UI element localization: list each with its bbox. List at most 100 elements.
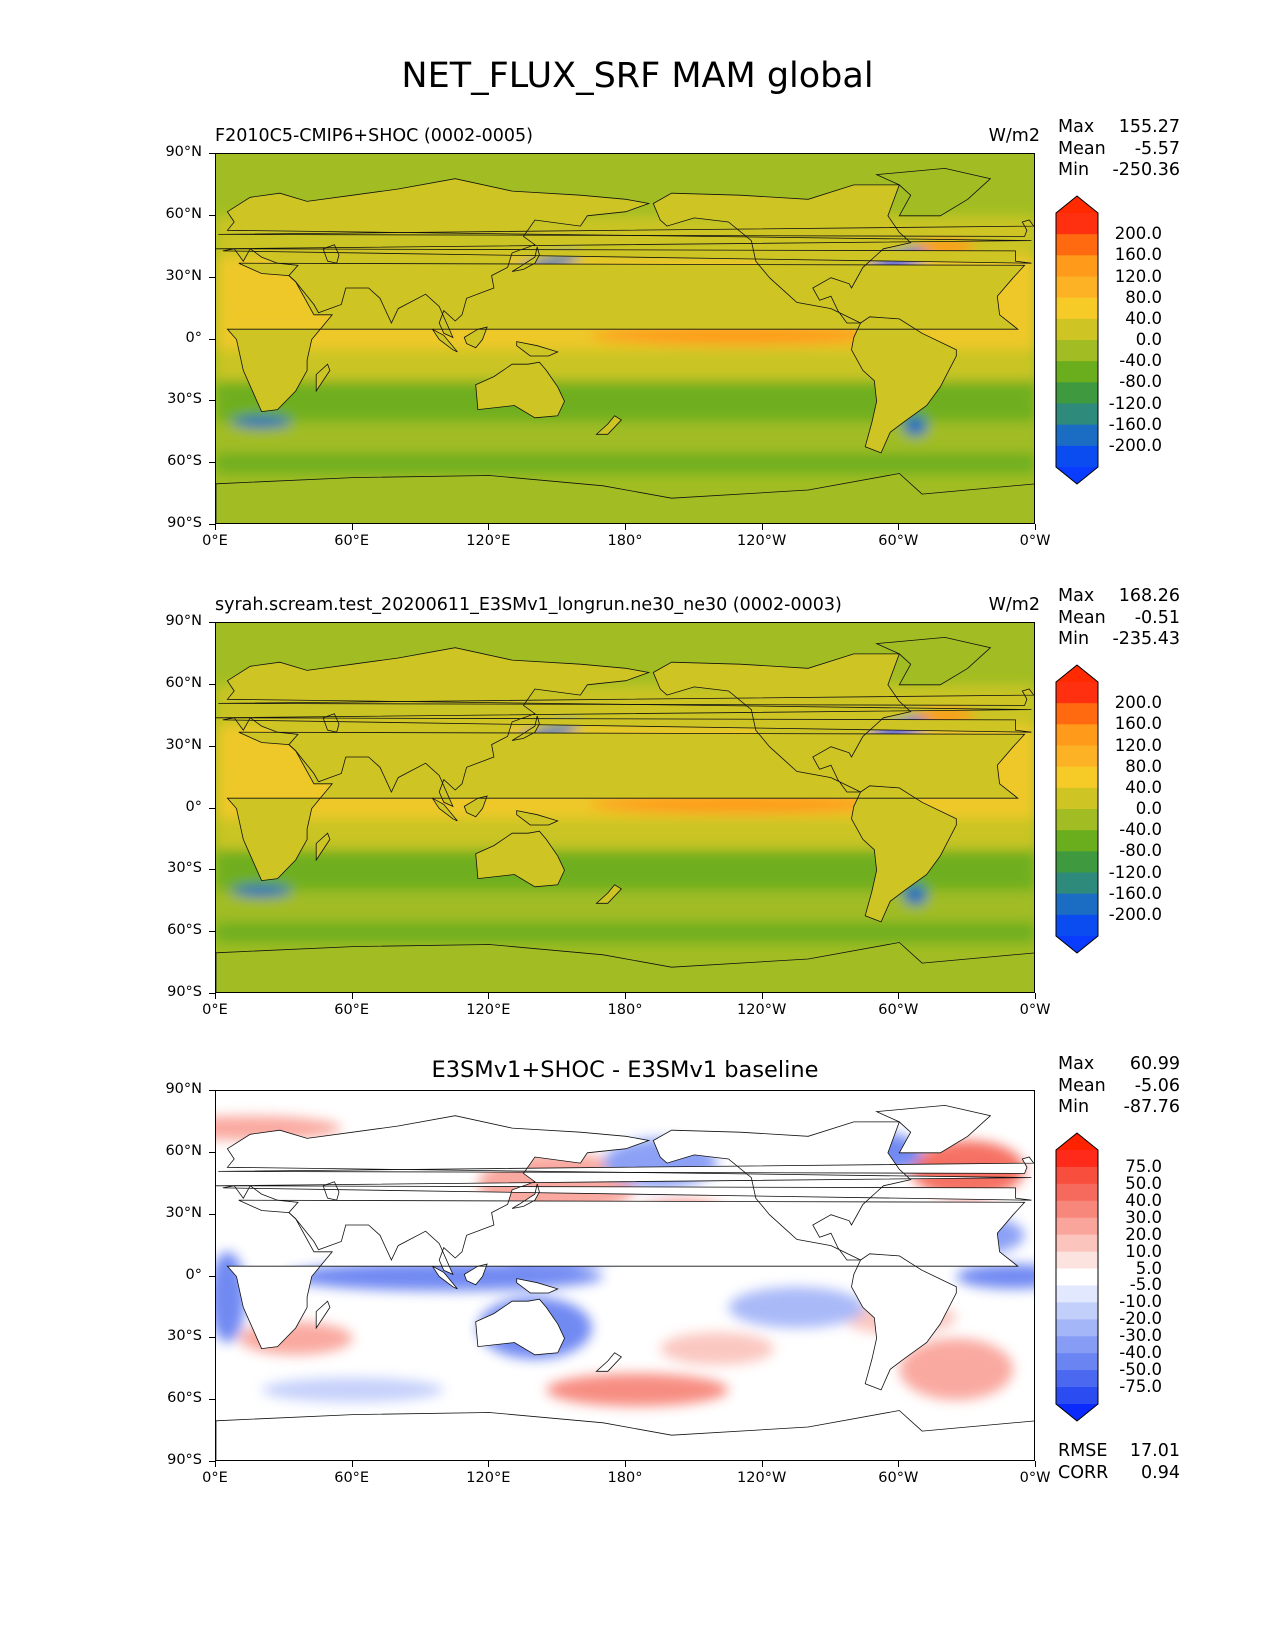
coastline-samerica (851, 1253, 957, 1391)
land-uk (218, 1157, 1034, 1174)
xtick-label: 120°W (737, 1002, 787, 1018)
panel-1-stat-mean: Mean -5.57 (1058, 139, 1180, 161)
xtick-label: 120°E (466, 1002, 511, 1018)
colorbar-label: -30.0 (1119, 1326, 1162, 1346)
xtick-mark (625, 993, 626, 999)
ytick-label: 30°N (165, 267, 202, 284)
stat-label: Mean (1058, 138, 1106, 159)
xtick-mark (488, 993, 490, 999)
land-nz (596, 884, 622, 904)
colorbar-segment (1056, 234, 1098, 256)
coastline-madagascar (315, 1300, 331, 1330)
colorbar-segment (1056, 682, 1098, 704)
stat-value: -250.36 (1112, 160, 1180, 180)
colorbar-segment (1056, 1166, 1098, 1185)
panel-1-title: F2010C5-CMIP6+SHOC (0002-0005) (215, 126, 533, 146)
land-newguinea (516, 341, 558, 356)
colorbar-segment (1056, 703, 1098, 725)
coastline-caspian (322, 1181, 340, 1201)
land-uk (218, 689, 1034, 706)
colorbar-segment (1056, 1353, 1098, 1371)
land (216, 637, 1034, 992)
panel-1-map (215, 153, 1035, 524)
coastline-sumatra (432, 1265, 458, 1290)
xtick-label: 0°E (202, 1002, 228, 1018)
xtick-mark (898, 524, 900, 530)
panel-2-title: syrah.scream.test_20200611_E3SMv1_longru… (215, 595, 842, 615)
land-antarctica (216, 473, 1034, 523)
ytick-mark (209, 1275, 215, 1277)
xtick-label: 60°W (878, 533, 919, 549)
coastline-newguinea (516, 341, 559, 357)
panel-2-units: W/m2 (988, 595, 1040, 615)
land-eurasia (216, 1115, 1032, 1275)
panel-3-stat-rmse: RMSE 17.01 (1058, 1441, 1180, 1463)
coastline-borneo (463, 1263, 488, 1286)
coastline-caspian (322, 244, 340, 264)
ytick-mark (209, 931, 215, 933)
stat-value: -0.51 (1134, 607, 1180, 628)
xtick-mark (761, 993, 763, 999)
xtick-label: 60°E (334, 1002, 370, 1018)
colorbar-segment (1056, 276, 1098, 299)
colorbar-extend-bottom (1056, 936, 1098, 953)
coastline-nz (595, 1352, 623, 1372)
coastline-nz (595, 884, 623, 904)
ytick-mark (209, 338, 215, 340)
colorbar-segment (1056, 893, 1098, 916)
panel-1-stats: Max 155.27 Mean -5.57 Min -250.36 (1058, 117, 1180, 182)
xtick-label: 60°W (878, 1002, 919, 1018)
xtick-mark (1035, 993, 1036, 999)
colorbar-segment (1056, 851, 1098, 873)
colorbar-label: -20.0 (1119, 1309, 1162, 1329)
land-sumatra (432, 798, 458, 821)
coastlines (216, 167, 1034, 523)
colorbar-label: -120.0 (1108, 862, 1162, 882)
stat-label: CORR (1058, 1462, 1109, 1483)
colorbar-label: 0.0 (1135, 799, 1162, 818)
colorbar-label: 160.0 (1114, 714, 1162, 734)
colorbar-outline (1055, 1132, 1099, 1422)
ytick-label: 90°N (165, 613, 202, 629)
ytick-mark (209, 1151, 215, 1153)
ytick-mark (209, 400, 215, 402)
ytick-mark (209, 1461, 215, 1462)
coastline-sumatra (432, 328, 458, 353)
land (216, 168, 1034, 523)
ytick-label: 30°N (165, 736, 202, 753)
ytick-mark (209, 869, 215, 871)
stat-label: Max (1058, 1054, 1095, 1074)
coastline-nz (595, 415, 623, 435)
coastline-australia (475, 1298, 565, 1356)
ytick-label: 30°S (167, 860, 202, 877)
coastline-greenland (875, 636, 992, 686)
colorbar-label: 20.0 (1125, 1224, 1162, 1244)
panel-3-map-svg (216, 1091, 1034, 1460)
land-australia (475, 1299, 565, 1355)
land-samerica (851, 316, 957, 453)
ytick-label: 60°N (165, 674, 202, 691)
colorbar-label: 160.0 (1114, 245, 1162, 265)
panel-1-stat-max: Max 155.27 (1058, 117, 1180, 139)
land-samerica (851, 1253, 957, 1390)
land-eurasia (216, 178, 1032, 338)
panel-3-colorbar (1055, 1132, 1099, 1422)
colorbar-label: -40.0 (1119, 1343, 1162, 1363)
xtick-label: 180° (607, 533, 643, 549)
coastline-uk (218, 1156, 1034, 1174)
xtick-label: 0°E (202, 1470, 228, 1486)
colorbar-segment (1056, 830, 1098, 852)
stat-label: Min (1058, 160, 1090, 180)
ytick-label: 60°S (167, 922, 202, 939)
coastline-antarctica (216, 1410, 1034, 1460)
xtick-mark (898, 993, 900, 999)
coastline-australia (475, 830, 565, 888)
coastline-madagascar (315, 363, 331, 393)
colorbar-outline (1055, 195, 1099, 485)
land-borneo (464, 327, 488, 348)
land-antarctica (216, 1410, 1034, 1460)
panel-2-stats: Max 168.26 Mean -0.51 Min -235.43 (1058, 586, 1180, 651)
panel-3-map (215, 1090, 1035, 1461)
colorbar-label: 200.0 (1114, 224, 1162, 244)
ytick-label: 90°S (167, 1452, 202, 1468)
